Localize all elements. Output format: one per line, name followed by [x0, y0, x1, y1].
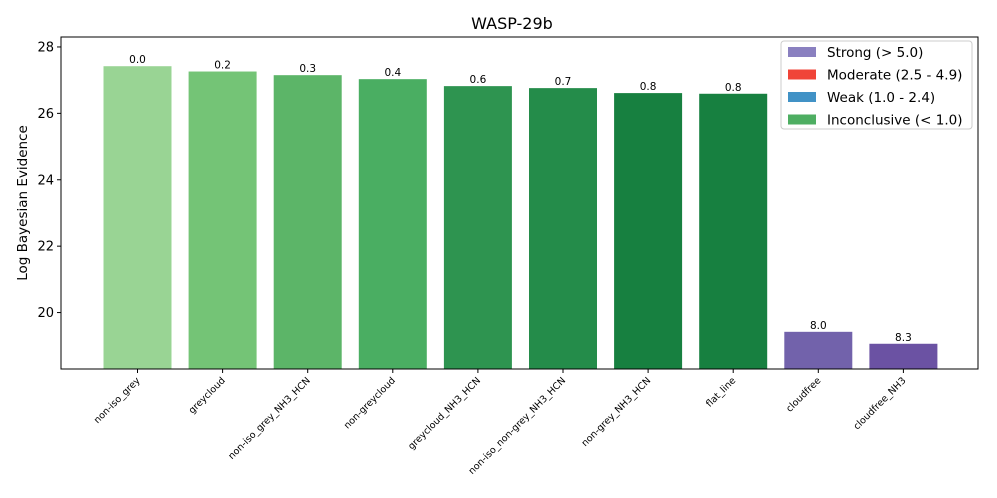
y-tick-label: 24 [37, 173, 54, 188]
x-tick-label: cloudfree_NH3 [852, 375, 909, 432]
x-tick-label: non-greycloud [342, 375, 398, 431]
legend-swatch [788, 92, 816, 102]
x-tick-label: flat_line [704, 375, 738, 409]
chart-title: WASP-29b [471, 14, 553, 33]
x-tick-label: non-iso_grey [92, 375, 143, 426]
bars-group [103, 66, 938, 370]
legend-label: Moderate (2.5 - 4.9) [827, 68, 962, 84]
legend-label: Weak (1.0 - 2.4) [827, 90, 935, 106]
y-tick-label: 22 [37, 240, 54, 255]
bar-value-label: 0.8 [725, 82, 742, 94]
x-tick-label: non-grey_NH3_HCN [580, 375, 654, 449]
x-tick-label: non-iso_grey_NH3_HCN [226, 375, 312, 461]
bar-value-label: 0.2 [214, 60, 231, 72]
bar-non-iso_grey_NH3_HCN [273, 75, 342, 370]
bar-labels-group: 0.0 0.2 0.3 0.4 0.6 0.7 0.8 0.8 8.0 8.3 [129, 54, 912, 344]
y-axis-label: Log Bayesian Evidence [15, 125, 31, 281]
bar-non-grey_NH3_HCN [614, 93, 683, 369]
bar-non-greycloud [358, 79, 427, 369]
y-ticks-group: 20 22 24 26 28 [37, 40, 61, 321]
legend-label: Inconclusive (< 1.0) [827, 113, 962, 129]
y-tick-label: 20 [37, 306, 54, 321]
y-tick-label: 26 [37, 107, 54, 122]
bar-greycloud_NH3_HCN [443, 86, 512, 370]
bar-value-label: 0.6 [470, 74, 487, 86]
legend-box [780, 40, 973, 130]
bar-non-iso_grey [103, 66, 172, 369]
bar-cloudfree [784, 331, 853, 369]
bar-value-label: 0.4 [384, 67, 401, 79]
x-tick-label: cloudfree [784, 375, 823, 414]
legend-swatch [788, 69, 816, 80]
bar-value-label: 0.0 [129, 54, 146, 66]
bar-value-label: 0.8 [640, 81, 657, 93]
x-tick-label: greycloud [187, 375, 228, 416]
y-tick-label: 28 [37, 40, 54, 55]
bar-value-label: 8.3 [895, 332, 912, 344]
plot-frame [60, 36, 979, 370]
legend-swatch [788, 114, 816, 125]
legend: Strong (> 5.0) Moderate (2.5 - 4.9) Weak (… [780, 40, 973, 130]
x-tick-label: non-iso_non-grey_NH3_HCN [467, 375, 569, 477]
bar-cloudfree_NH3 [869, 343, 938, 369]
x-ticks-group: non-iso_grey greycloudnon-iso_grey_NH3_HC… [92, 369, 909, 477]
bar-non-iso_non-grey_NH3_HCN [529, 88, 597, 370]
x-tick-label: greycloud_NH3_HCN [406, 375, 483, 452]
legend-swatch [788, 47, 816, 57]
bar-flat_line [699, 93, 768, 369]
bar-greycloud [188, 71, 257, 369]
bar-value-label: 8.0 [810, 320, 827, 332]
bar-value-label: 0.7 [555, 76, 572, 88]
legend-label: Strong (> 5.0) [827, 45, 923, 61]
bar-value-label: 0.3 [299, 63, 316, 75]
